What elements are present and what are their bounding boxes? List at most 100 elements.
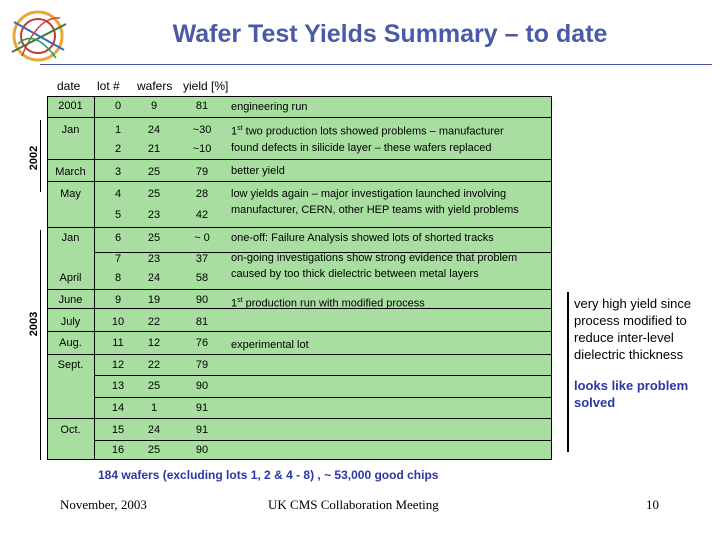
date-cell: Sept. — [57, 359, 84, 371]
date-cell: Jan — [61, 124, 80, 136]
comment-line: found defects in silicide layer – these … — [231, 141, 492, 154]
lot-cell: 10 — [111, 316, 125, 328]
lot-cell: 14 — [111, 402, 125, 414]
yield-cell: ~ 0 — [194, 232, 210, 244]
row-line — [94, 375, 552, 376]
yield-cell: 90 — [195, 380, 209, 392]
year-bracket-2002 — [40, 120, 41, 192]
wafers-cell: 19 — [147, 294, 161, 306]
wafers-cell: 25 — [147, 380, 161, 392]
lot-cell: 6 — [114, 232, 122, 244]
header-yield: yield [%] — [183, 79, 229, 93]
date-cell: 2001 — [58, 100, 83, 112]
date-cell: Aug. — [59, 337, 82, 349]
date-cell: April — [59, 272, 82, 284]
yield-cell: 79 — [195, 166, 209, 178]
wafers-cell: 23 — [147, 253, 161, 265]
comment-text: 1st two production lots showed problems … — [231, 121, 504, 156]
lot-cell: 3 — [114, 166, 122, 178]
lot-cell: 1 — [114, 124, 122, 136]
comment-line: low yields again – major investigation l… — [231, 188, 507, 200]
lot-cell: 9 — [114, 294, 122, 306]
comment-line: manufacturer, CERN, other HEP teams with… — [231, 204, 519, 216]
lot-cell: 11 — [112, 337, 124, 349]
lot-cell: 16 — [111, 444, 125, 456]
slide-title: Wafer Test Yields Summary – to date — [172, 20, 608, 48]
lot-cell: 8 — [114, 272, 122, 284]
date-cell: March — [55, 166, 86, 178]
year-2003: 2003 — [28, 311, 40, 337]
wafers-cell: 24 — [147, 424, 161, 436]
row-line — [47, 308, 552, 309]
row-line — [47, 96, 552, 97]
comment-line: caused by too thick dielectric between m… — [231, 268, 479, 280]
row-line — [94, 397, 552, 398]
header-lot: lot # — [97, 79, 120, 93]
comment-text: on-going investigations show strong evid… — [231, 250, 517, 282]
row-line — [47, 117, 552, 118]
side-note-process: very high yield since process modified t… — [574, 296, 692, 362]
table-border — [551, 96, 552, 460]
date-cell: Jan — [61, 232, 80, 244]
yield-cell: ~10 — [192, 143, 212, 155]
wafers-cell: 24 — [147, 272, 161, 284]
date-cell: May — [60, 188, 81, 200]
wafers-cell: 25 — [147, 166, 161, 178]
row-line — [47, 331, 552, 332]
comment-line: on-going investigations show strong evid… — [231, 252, 518, 264]
date-cell: July — [60, 316, 81, 328]
row-line — [94, 252, 552, 253]
lot-cell: 13 — [111, 380, 125, 392]
ordinal-number: 1 — [231, 297, 238, 310]
row-line — [47, 289, 552, 290]
cms-logo — [8, 6, 70, 66]
wafers-cell: 1 — [150, 402, 158, 414]
row-line — [47, 181, 552, 182]
lot-cell: 5 — [114, 209, 122, 221]
row-line — [47, 418, 552, 419]
date-cell: June — [58, 294, 83, 306]
page-number: 10 — [646, 497, 659, 512]
comment-line: production run with modified process — [242, 297, 425, 310]
row-line — [47, 459, 552, 460]
yield-cell: 91 — [195, 402, 209, 414]
yield-cell: 81 — [195, 316, 209, 328]
yield-cell: 42 — [195, 209, 209, 221]
comment-text: experimental lot — [231, 339, 309, 351]
yield-table: 2001 Jan March May Jan April June July A… — [47, 96, 552, 460]
ordinal-suffix: st — [237, 297, 243, 304]
ordinal-number: 1 — [231, 125, 238, 138]
yield-cell: 79 — [195, 359, 209, 371]
wafers-cell: 25 — [147, 188, 161, 200]
header-wafers: wafers — [137, 79, 173, 93]
side-note-solved: looks like problem solved — [574, 378, 689, 410]
lot-cell: 7 — [114, 253, 122, 265]
row-line — [47, 227, 552, 228]
table-border — [47, 96, 48, 460]
lot-cell: 12 — [111, 359, 125, 371]
title-rule — [40, 64, 712, 65]
year-bracket-2003 — [40, 230, 41, 460]
yield-cell: 81 — [195, 100, 209, 112]
header-date: date — [57, 79, 81, 93]
comment-text: low yields again – major investigation l… — [231, 186, 519, 218]
yield-cell: 76 — [195, 337, 209, 349]
yield-cell: 90 — [195, 444, 209, 456]
lot-cell: 2 — [114, 143, 122, 155]
date-cell: Oct. — [60, 424, 81, 436]
summary-line: 184 wafers (excluding lots 1, 2 & 4 - 8)… — [98, 468, 439, 482]
footer-date: November, 2003 — [60, 497, 147, 512]
yield-cell: 28 — [195, 188, 209, 200]
wafers-cell: 21 — [147, 143, 161, 155]
wafers-cell: 24 — [147, 124, 161, 136]
yield-cell: 58 — [195, 272, 209, 284]
wafers-cell: 25 — [147, 444, 161, 456]
yield-cell: ~30 — [192, 124, 212, 136]
comment-text: better yield — [231, 165, 285, 177]
wafers-cell: 22 — [147, 359, 161, 371]
year-2002: 2002 — [28, 145, 40, 171]
row-line — [94, 440, 552, 441]
footer-meeting: UK CMS Collaboration Meeting — [268, 497, 439, 512]
yield-cell: 37 — [195, 253, 209, 265]
comment-text: 1st production run with modified process — [231, 293, 425, 312]
